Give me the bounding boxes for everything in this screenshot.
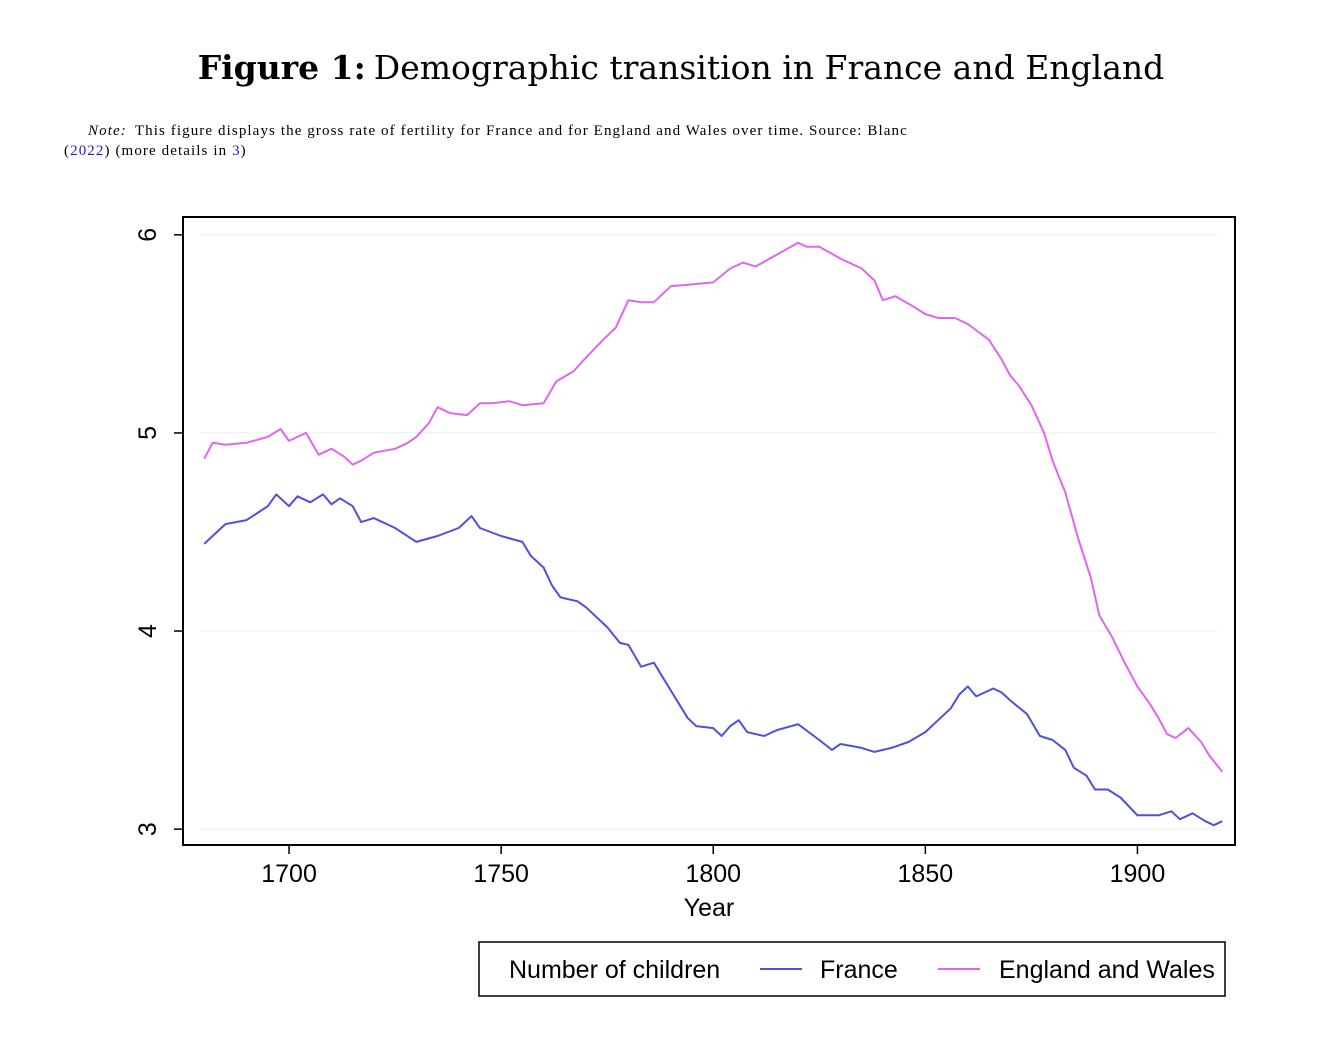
x-axis-label: Year [684, 894, 735, 922]
x-tick-label: 1900 [1110, 860, 1166, 888]
section-ref-link[interactable]: 3 [232, 143, 241, 159]
x-tick-label: 1700 [261, 860, 317, 888]
legend-label-england: England and Wales [999, 956, 1215, 984]
note-text: This figure displays the gross rate of f… [134, 123, 908, 139]
x-tick-label: 1750 [473, 860, 529, 888]
note-mid: ) (more details in [104, 143, 233, 159]
legend-box [478, 941, 1226, 997]
y-tick-label: 3 [134, 822, 162, 836]
note-paren-close: ) [240, 143, 247, 159]
figure-label: Figure 1: [197, 48, 366, 87]
y-tick-label: 6 [134, 228, 162, 242]
note-label: Note: [88, 123, 127, 139]
citation-link[interactable]: 2022 [70, 143, 105, 159]
figure-title: Figure 1: Demographic transition in Franc… [0, 48, 1340, 87]
legend-label-france: France [820, 956, 898, 984]
figure-title-text: Demographic transition in France and Eng… [373, 48, 1165, 87]
x-tick-label: 1800 [685, 860, 741, 888]
note-paren: ( [64, 143, 71, 159]
x-tick-label: 1850 [898, 860, 954, 888]
y-tick-label: 4 [134, 624, 162, 638]
series-line-england-and-wales [203, 241, 1224, 773]
plot-frame [182, 216, 1236, 846]
figure-note: Note: This figure displays the gross rate… [64, 121, 1279, 161]
series-line-france [203, 493, 1223, 827]
legend-title: Number of children [509, 956, 720, 984]
y-tick-label: 5 [134, 426, 162, 440]
